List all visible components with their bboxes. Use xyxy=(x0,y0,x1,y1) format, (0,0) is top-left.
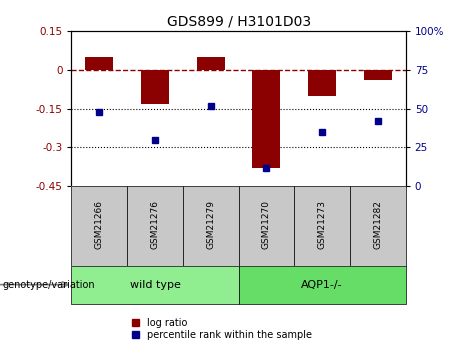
Bar xyxy=(141,70,169,104)
Text: GSM21282: GSM21282 xyxy=(373,200,382,249)
Bar xyxy=(183,186,238,266)
Bar xyxy=(197,57,225,70)
Text: GSM21276: GSM21276 xyxy=(150,200,160,249)
Text: wild type: wild type xyxy=(130,280,180,289)
Text: GSM21273: GSM21273 xyxy=(318,200,327,249)
Legend: log ratio, percentile rank within the sample: log ratio, percentile rank within the sa… xyxy=(132,318,312,340)
Text: GSM21266: GSM21266 xyxy=(95,200,104,249)
Bar xyxy=(294,186,350,266)
Text: GSM21270: GSM21270 xyxy=(262,200,271,249)
Bar xyxy=(71,266,239,304)
Text: genotype/variation: genotype/variation xyxy=(2,280,95,289)
Bar xyxy=(308,70,336,96)
Bar xyxy=(127,186,183,266)
Bar xyxy=(350,186,406,266)
Bar xyxy=(71,186,127,266)
Text: GSM21279: GSM21279 xyxy=(206,200,215,249)
Bar xyxy=(238,186,294,266)
Title: GDS899 / H3101D03: GDS899 / H3101D03 xyxy=(166,14,311,29)
Bar xyxy=(238,266,406,304)
Bar xyxy=(364,70,392,80)
Text: AQP1-/-: AQP1-/- xyxy=(301,280,343,289)
Bar xyxy=(253,70,280,168)
Bar xyxy=(85,57,113,70)
